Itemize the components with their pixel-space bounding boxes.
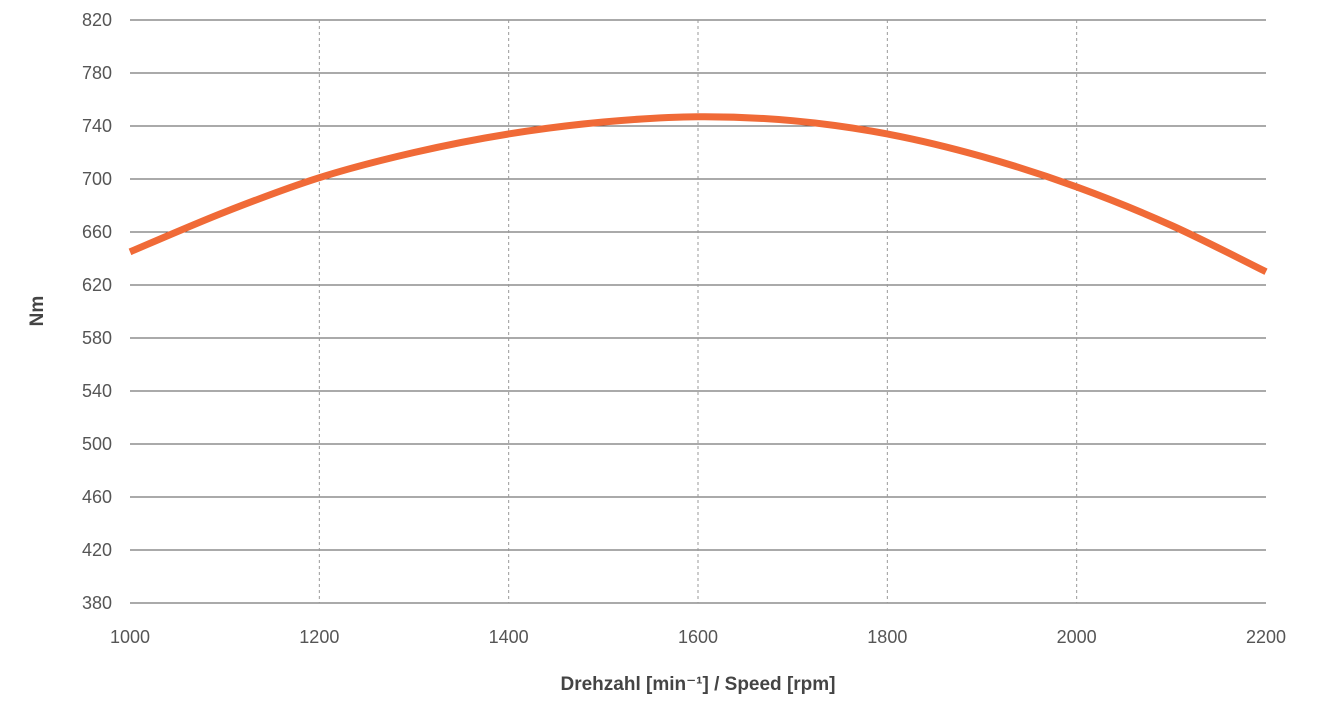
y-tick-label: 620	[82, 275, 112, 295]
x-tick-label: 1200	[299, 627, 339, 647]
y-tick-label: 500	[82, 434, 112, 454]
y-axis-title: Nm	[27, 296, 48, 327]
y-tick-label: 660	[82, 222, 112, 242]
x-tick-label: 1800	[867, 627, 907, 647]
x-axis-tick-labels: 1000 1200 1400 1600 1800 2000 2200	[110, 627, 1286, 647]
y-tick-label: 420	[82, 540, 112, 560]
y-tick-label: 380	[82, 593, 112, 613]
x-tick-label: 2200	[1246, 627, 1286, 647]
x-tick-label: 1600	[678, 627, 718, 647]
x-tick-label: 2000	[1057, 627, 1097, 647]
y-tick-label: 540	[82, 381, 112, 401]
y-tick-label: 700	[82, 169, 112, 189]
x-tick-label: 1000	[110, 627, 150, 647]
y-tick-label: 580	[82, 328, 112, 348]
y-tick-label: 780	[82, 63, 112, 83]
vertical-gridlines	[318, 20, 1078, 603]
series-group	[128, 113, 1268, 275]
series-line-0	[128, 113, 1268, 275]
y-axis-tick-labels: 380 420 460 500 540 580 620 660 700 740 780 820	[82, 10, 112, 613]
x-axis-title: Drehzahl [min⁻¹] / Speed [rpm]	[561, 674, 836, 695]
horizontal-gridlines	[130, 19, 1266, 604]
y-tick-label: 740	[82, 116, 112, 136]
y-tick-label: 820	[82, 10, 112, 30]
x-tick-label: 1400	[489, 627, 529, 647]
y-tick-label: 460	[82, 487, 112, 507]
